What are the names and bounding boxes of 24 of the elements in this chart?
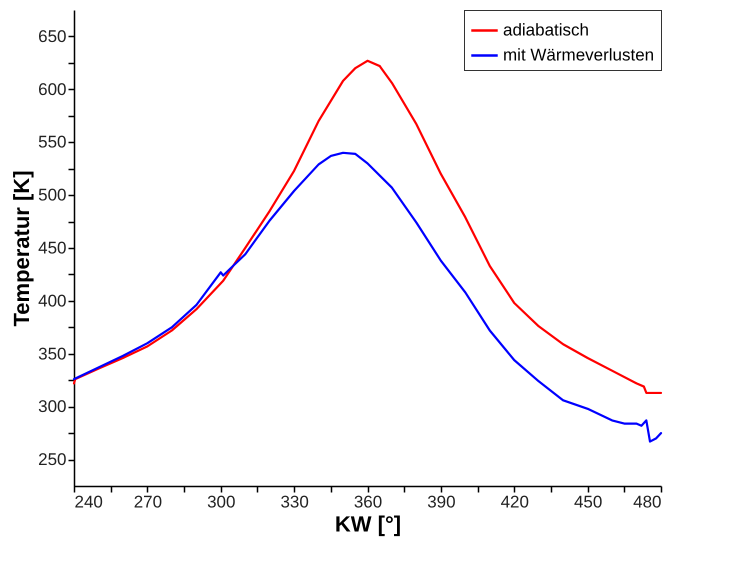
x-tick-label: 390: [427, 492, 456, 512]
x-axis-title: KW [°]: [334, 512, 402, 536]
y-tick-label: 400: [38, 291, 66, 310]
y-tick-label: 650: [38, 26, 66, 46]
legend-label: mit Wärmeverlusten: [503, 46, 654, 64]
x-tick-label: 420: [500, 492, 529, 512]
line-series: [72, 152, 662, 443]
x-tick-label: 270: [134, 492, 162, 512]
x-tick-label: 300: [207, 492, 236, 512]
y-axis-title: Temperatur [K]: [9, 170, 34, 327]
x-tick-label: 240: [74, 492, 103, 512]
x-tick-label: 450: [574, 492, 602, 512]
y-tick-label: 300: [38, 397, 66, 416]
x-tick-label: 330: [280, 492, 309, 512]
y-tick-label: 500: [38, 186, 66, 205]
y-tick-label: 600: [38, 80, 66, 99]
y-tick-label: 550: [38, 132, 66, 152]
y-tick-label: 450: [38, 238, 66, 258]
x-tick-label: 480: [633, 492, 662, 512]
line-series: [72, 60, 662, 394]
legend-label: adiabatisch: [503, 20, 590, 40]
y-tick-label: 350: [38, 344, 66, 364]
x-tick-label: 360: [354, 492, 382, 512]
y-tick-label: 250: [38, 450, 66, 470]
